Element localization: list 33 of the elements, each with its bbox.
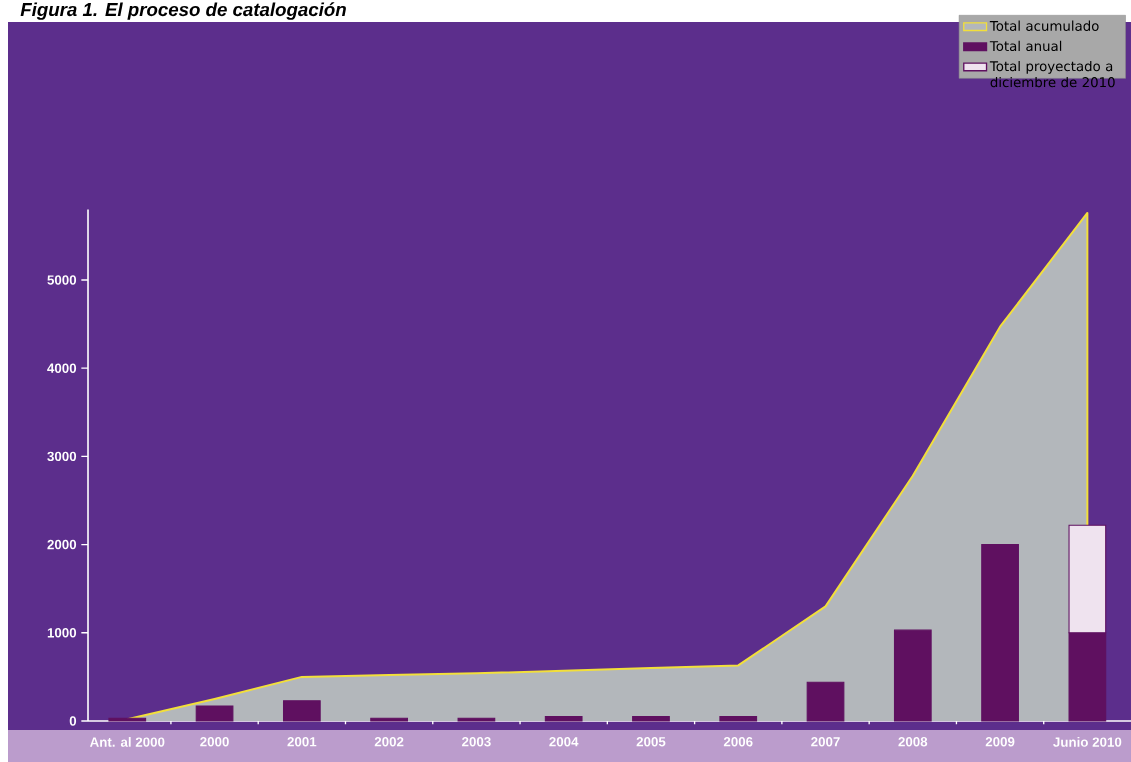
bar <box>370 717 408 722</box>
x-tick-label: 2001 <box>287 737 317 747</box>
x-tick-label: 2006 <box>723 737 753 747</box>
x-tick-label: 2002 <box>374 737 404 747</box>
bar <box>893 629 932 722</box>
bar <box>195 705 234 722</box>
chart-title: Figura 1. El proceso de catalogación <box>20 2 346 20</box>
y-tick-label: 3000 <box>47 451 77 462</box>
legend-label: Total acumulado <box>989 20 1099 31</box>
y-tick-label: 5000 <box>47 275 77 285</box>
x-tick-label: 2009 <box>985 737 1015 747</box>
bar <box>981 544 1019 722</box>
x-tick-label: 2000 <box>200 737 229 747</box>
x-tick-label: Ant. al 2000 <box>89 737 165 747</box>
legend-label: Total anual <box>989 40 1062 52</box>
y-tick-label: 4000 <box>47 363 77 373</box>
x-tick-label: 2005 <box>636 737 666 747</box>
bar <box>806 681 845 722</box>
x-tick-label: 2008 <box>898 737 928 747</box>
bar <box>632 716 670 722</box>
x-tick-label: 2004 <box>549 737 579 747</box>
x-tick-label: 2003 <box>462 737 491 747</box>
legend-label: Total proyectado a diciembre de 2010 <box>989 60 1115 88</box>
bar <box>719 716 758 722</box>
bar <box>457 717 496 722</box>
y-tick-label: 2000 <box>47 539 77 550</box>
x-tick-label: 2007 <box>811 737 840 747</box>
y-tick-label: 0 <box>69 716 77 726</box>
y-tick-label: 1000 <box>47 628 77 638</box>
bar <box>282 700 321 722</box>
bar <box>544 716 583 722</box>
x-tick-label: Junio 2010 <box>1053 737 1122 747</box>
bar <box>108 717 147 722</box>
